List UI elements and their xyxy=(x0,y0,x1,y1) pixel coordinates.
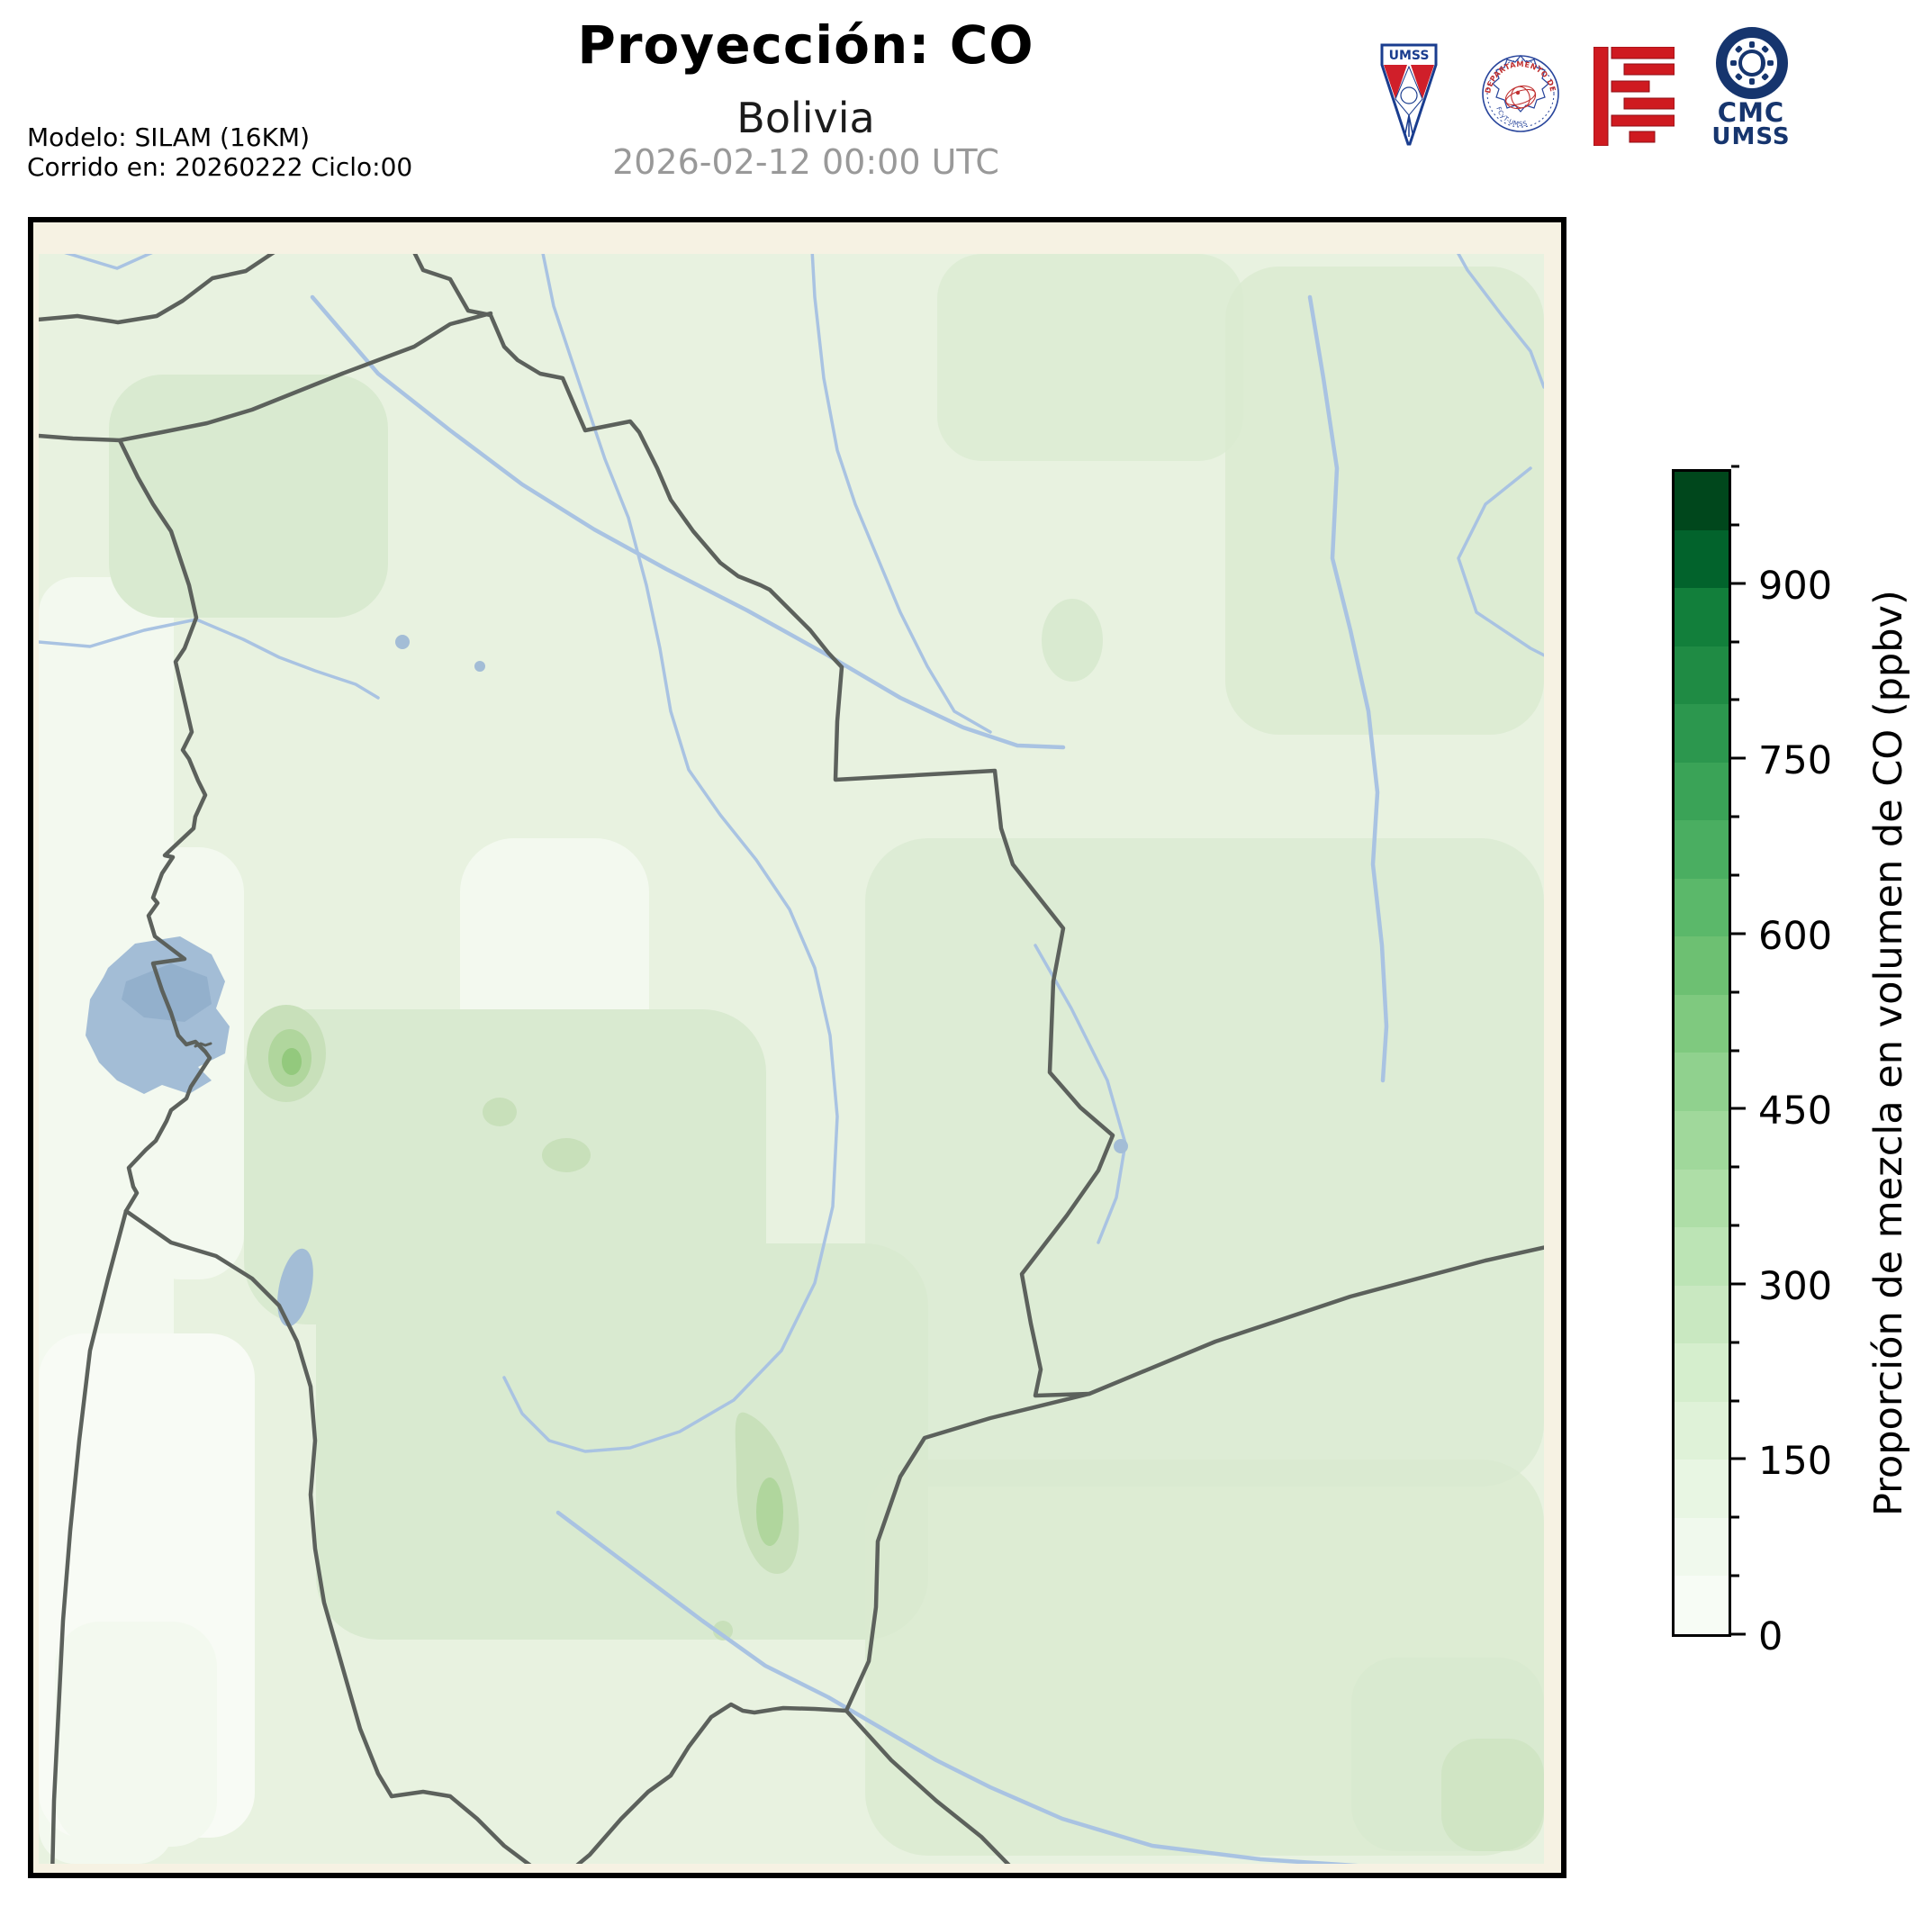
cmc-text-line2: UMSS xyxy=(1711,123,1791,150)
colorbar-segment xyxy=(1675,646,1729,705)
colorbar-tick-label: 300 xyxy=(1758,1263,1833,1309)
colorbar-tick-label: 900 xyxy=(1758,563,1833,609)
small-lake xyxy=(1114,1139,1128,1153)
colorbar-minor-tick xyxy=(1731,523,1739,527)
border-paraguay-argentina xyxy=(844,1708,1011,1864)
colorbar-major-tick xyxy=(1731,582,1746,585)
border-northwest-peru xyxy=(39,311,493,443)
colorbar-major-tick xyxy=(1731,932,1746,935)
forecast-datetime: 2026-02-12 00:00 UTC xyxy=(612,142,999,182)
colorbar xyxy=(1672,469,1731,1637)
lake-titicaca-deep xyxy=(122,963,212,1022)
cmc-text-line1: CMC xyxy=(1717,97,1785,128)
page-title: Proyección: CO xyxy=(577,14,1034,76)
colorbar-tick-label: 0 xyxy=(1758,1614,1783,1659)
colorbar-major-tick xyxy=(1731,1107,1746,1110)
colorbar-segment xyxy=(1675,1517,1729,1577)
colorbar-segment xyxy=(1675,1227,1729,1286)
colorbar-minor-tick xyxy=(1731,815,1739,818)
fcyt-red-mark-logo xyxy=(1593,47,1675,146)
colorbar-minor-tick xyxy=(1731,873,1739,877)
colorbar-minor-tick xyxy=(1731,1165,1739,1169)
co-field-high-patches xyxy=(247,1005,1544,1851)
colorbar-axis-label: Proporción de mezcla en volumen de CO (p… xyxy=(1866,590,1911,1517)
colorbar-segment xyxy=(1675,1285,1729,1344)
colorbar-minor-tick xyxy=(1731,990,1739,994)
cmc-umss-text: CMC UMSS xyxy=(1704,97,1798,150)
colorbar-segment xyxy=(1675,1053,1729,1112)
co-field-mid-patches xyxy=(109,254,1544,1856)
lake-poopo xyxy=(277,1248,313,1327)
colorbar-minor-tick xyxy=(1731,465,1739,468)
colorbar-segment xyxy=(1675,762,1729,821)
country-borders xyxy=(39,254,1544,1864)
small-lake xyxy=(395,635,410,649)
colorbar-segment xyxy=(1675,588,1729,646)
colorbar-segment xyxy=(1675,1343,1729,1402)
la-paz-mark xyxy=(194,1042,212,1048)
fcyt-bars xyxy=(1593,47,1675,146)
colorbar-tick-label: 450 xyxy=(1758,1089,1833,1134)
pennant-tail-lines xyxy=(1404,114,1413,137)
map-frame xyxy=(28,217,1566,1878)
co-field-low-patches xyxy=(39,577,649,1864)
lakes xyxy=(86,635,1128,1327)
colorbar-segment xyxy=(1675,820,1729,879)
pennant-diamond xyxy=(1395,65,1423,116)
colorbar-minor-tick xyxy=(1731,1574,1739,1577)
model-info: Modelo: SILAM (16KM) Corrido en: 2026022… xyxy=(27,122,412,182)
colorbar-minor-tick xyxy=(1731,1399,1739,1403)
model-line: Modelo: SILAM (16KM) xyxy=(27,122,311,152)
seal-dotted-ring xyxy=(1486,59,1555,128)
pennant-emblem xyxy=(1400,86,1418,104)
colorbar-major-tick xyxy=(1731,1457,1746,1460)
colorbar-major-tick xyxy=(1731,1632,1746,1636)
rivers xyxy=(39,254,1544,1864)
border-west-peru xyxy=(117,438,212,1214)
border-north-peru-brazil xyxy=(39,254,844,670)
colorbar-major-tick xyxy=(1731,756,1746,760)
small-lake xyxy=(474,661,485,672)
colorbar-minor-tick xyxy=(1731,1341,1739,1344)
colorbar-tick-label: 150 xyxy=(1758,1439,1833,1485)
colorbar-segment xyxy=(1675,878,1729,937)
colorbar-segment xyxy=(1675,1576,1729,1634)
colorbar-minor-tick xyxy=(1731,1224,1739,1227)
colorbar-segment xyxy=(1675,1169,1729,1228)
colorbar-tick-label: 750 xyxy=(1758,738,1833,784)
colorbar-segment xyxy=(1675,472,1729,530)
border-southwest-chile xyxy=(123,1208,394,1799)
colorbar-minor-tick xyxy=(1731,1049,1739,1052)
seal-scallop xyxy=(1492,55,1549,113)
colorbar-minor-tick xyxy=(1731,640,1739,644)
pennant-red-right xyxy=(1411,65,1434,99)
umss-pennant-logo: UMSS xyxy=(1380,43,1438,146)
colorbar-segment xyxy=(1675,994,1729,1053)
pennant-red-left xyxy=(1384,65,1407,99)
bolivia-co-map xyxy=(28,217,1566,1878)
run-line: Corrido en: 20260222 Ciclo:00 xyxy=(27,152,413,182)
colorbar-segment xyxy=(1675,529,1729,589)
colorbar-tick-label: 600 xyxy=(1758,913,1833,959)
cmc-aperture-icon xyxy=(1730,41,1774,85)
border-southeast-paraguay xyxy=(844,1245,1544,1713)
colorbar-gradient xyxy=(1675,472,1729,1634)
colorbar-segment xyxy=(1675,936,1729,995)
border-peru-chile-coast xyxy=(50,1208,129,1864)
umss-pennant-text: UMSS xyxy=(1389,49,1430,63)
colorbar-minor-tick xyxy=(1731,1515,1739,1519)
departamento-fisica-seal: DEPARTAMENTO DE FÍSICA FCyT-UMSS xyxy=(1481,41,1559,132)
seal-globe-sketch xyxy=(1504,85,1537,110)
colorbar-segment xyxy=(1675,1460,1729,1518)
colorbar-segment xyxy=(1675,1111,1729,1170)
page-subtitle: Bolivia xyxy=(736,94,875,142)
cmc-umss-logo xyxy=(1716,27,1788,99)
border-south-argentina xyxy=(389,1702,849,1864)
colorbar-segment xyxy=(1675,1401,1729,1460)
colorbar-major-tick xyxy=(1731,1282,1746,1286)
colorbar-segment xyxy=(1675,704,1729,763)
map-panel xyxy=(28,217,1566,1878)
border-east-brazil xyxy=(833,664,1115,1398)
colorbar-minor-tick xyxy=(1731,698,1739,701)
